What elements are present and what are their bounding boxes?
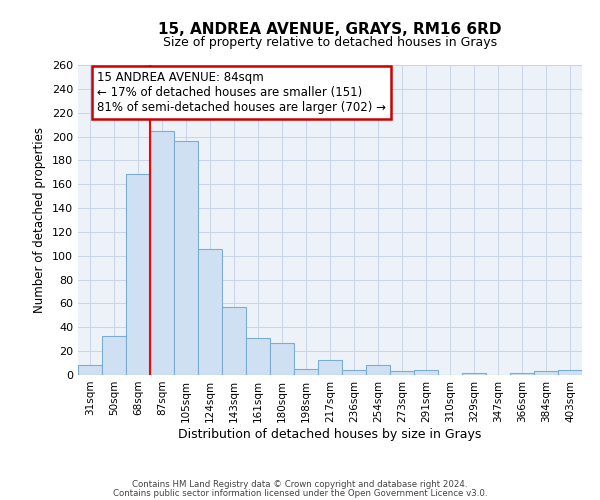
Bar (534, 372, 558, 375)
Bar (126, 174, 150, 375)
Bar (270, 343, 294, 375)
Text: 15 ANDREA AVENUE: 84sqm
← 17% of detached houses are smaller (151)
81% of semi-d: 15 ANDREA AVENUE: 84sqm ← 17% of detache… (97, 71, 386, 114)
Y-axis label: Number of detached properties: Number of detached properties (34, 127, 46, 313)
Bar (246, 338, 270, 375)
Bar (294, 369, 318, 375)
Text: Contains public sector information licensed under the Open Government Licence v3: Contains public sector information licen… (113, 488, 487, 498)
Bar (198, 248, 222, 375)
Bar (78, 366, 102, 375)
Bar (510, 372, 534, 375)
Bar (150, 130, 174, 375)
Text: Contains HM Land Registry data © Crown copyright and database right 2024.: Contains HM Land Registry data © Crown c… (132, 480, 468, 489)
Bar (366, 366, 390, 375)
Bar (414, 370, 438, 375)
Bar (174, 142, 198, 375)
Bar (462, 372, 486, 375)
Bar (390, 372, 414, 375)
Text: Size of property relative to detached houses in Grays: Size of property relative to detached ho… (163, 36, 497, 49)
Bar (342, 370, 366, 375)
Text: 15, ANDREA AVENUE, GRAYS, RM16 6RD: 15, ANDREA AVENUE, GRAYS, RM16 6RD (158, 22, 502, 38)
X-axis label: Distribution of detached houses by size in Grays: Distribution of detached houses by size … (178, 428, 482, 440)
Bar (558, 370, 582, 375)
Bar (102, 336, 126, 375)
Bar (318, 360, 342, 375)
Bar (222, 307, 246, 375)
